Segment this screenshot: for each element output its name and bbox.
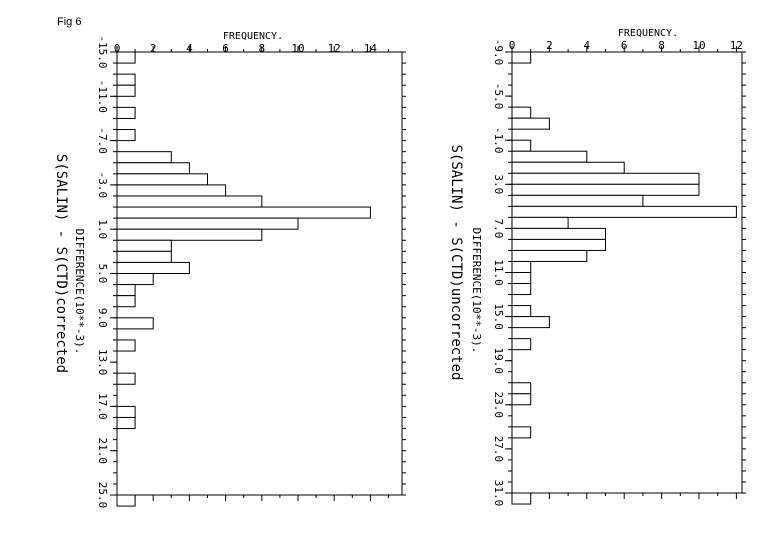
y-tick-label: -3.0 xyxy=(96,172,109,199)
y-tick-label: -1.0 xyxy=(492,127,505,154)
histogram-bar xyxy=(511,227,606,240)
x-tick-label: 14 xyxy=(364,42,378,55)
uncorrected-histogram-panel: 0 2 4 6 8 10 12 FREQUENCY. -9.0 -5.0 -1.0 3.0 7.0 11.… xyxy=(448,28,746,506)
x-axis-title: FREQUENCY. xyxy=(618,28,678,39)
chart-title: S(SALIN) - S(CTD)corrected xyxy=(53,154,69,373)
y-tick-label: -11.0 xyxy=(96,80,109,113)
y-tick-label: 21.0 xyxy=(96,437,109,464)
x-tick-label: 2 xyxy=(150,42,157,55)
y-tick-label: 17.0 xyxy=(96,393,109,420)
histogram-bar xyxy=(116,317,154,330)
histogram-bar xyxy=(511,51,532,64)
histogram-bar xyxy=(116,261,190,274)
y-tick-label: 9.0 xyxy=(96,308,109,328)
histogram-bar xyxy=(511,106,532,119)
corrected-histogram-panel: 0 2 4 6 8 10 12 14 FREQUENCY. -15.0 -11.0 -7.0 -3.0 1… xyxy=(53,31,406,508)
histogram-bar xyxy=(116,73,136,86)
histogram-bar xyxy=(511,150,588,163)
histogram-bar xyxy=(511,216,569,229)
x-tick-label: 0 xyxy=(509,39,516,52)
histogram-bar xyxy=(116,206,371,219)
x-tick-label: 4 xyxy=(583,39,590,52)
histogram-bar xyxy=(511,249,588,262)
histogram-bar xyxy=(116,405,136,418)
histogram-bar xyxy=(511,338,532,351)
histogram-bar xyxy=(511,260,532,274)
histogram-bar xyxy=(116,416,136,430)
histogram-bar xyxy=(511,393,532,406)
histogram-bar xyxy=(511,382,532,395)
histogram-bar xyxy=(116,494,136,507)
x-tick-label: 6 xyxy=(621,39,628,52)
y-tick-label: 7.0 xyxy=(492,218,505,238)
histogram-bar xyxy=(116,129,136,142)
y-tick-label: 27.0 xyxy=(492,436,505,463)
histogram-bar xyxy=(116,173,208,186)
y-axis-title: DIFFERENCE(10**-3). xyxy=(73,229,86,355)
histogram-bar xyxy=(511,238,606,251)
histogram-bar xyxy=(116,372,136,385)
x-tick-label: 10 xyxy=(291,42,304,55)
figure-label: Fig 6 xyxy=(57,16,82,28)
histogram-bar xyxy=(116,184,227,197)
y-tick-label: 19.0 xyxy=(492,347,505,374)
y-tick-label: 23.0 xyxy=(492,392,505,419)
x-tick-label: 6 xyxy=(222,42,229,55)
histogram-bar xyxy=(511,426,532,439)
histogram-bar xyxy=(511,272,532,285)
histogram-bar xyxy=(116,250,172,263)
histogram-bar xyxy=(511,117,550,130)
histogram-bar xyxy=(511,172,700,185)
histogram-bar xyxy=(511,161,625,174)
histogram-bar xyxy=(116,295,136,308)
histogram-bar xyxy=(116,151,172,164)
y-tick-label: 1.0 xyxy=(96,219,109,239)
y-tick-label: 25.0 xyxy=(96,482,109,509)
x-tick-label: 2 xyxy=(546,39,553,52)
histogram-bar xyxy=(116,106,136,119)
x-axis-title: FREQUENCY. xyxy=(223,31,283,42)
histogram-bar xyxy=(116,195,263,208)
x-tick-label: 12 xyxy=(328,42,341,55)
y-tick-label: -7.0 xyxy=(96,127,109,154)
histogram-bar xyxy=(511,205,737,218)
x-tick-label: 10 xyxy=(692,39,705,52)
x-tick-label: 8 xyxy=(258,42,265,55)
histogram-bar xyxy=(511,283,532,296)
y-tick-label: 11.0 xyxy=(492,259,505,286)
histogram-bar xyxy=(116,239,172,252)
x-tick-label: 0 xyxy=(114,42,121,55)
y-tick-label: 13.0 xyxy=(96,349,109,376)
histogram-bar xyxy=(116,273,154,286)
histogram-bar xyxy=(116,84,136,97)
y-tick-label: 31.0 xyxy=(492,480,505,507)
x-tick-label: 4 xyxy=(186,42,193,55)
histogram-bar xyxy=(116,217,299,230)
histogram-bar xyxy=(116,228,263,241)
x-tick-label: 8 xyxy=(658,39,665,52)
x-tick-label: 12 xyxy=(730,39,743,52)
histogram-bar xyxy=(511,492,532,505)
histogram-bar xyxy=(116,284,136,297)
histogram-bar xyxy=(511,316,550,329)
histogram-bar xyxy=(511,139,532,152)
y-tick-label: -9.0 xyxy=(492,39,505,66)
y-tick-label: 15.0 xyxy=(492,303,505,330)
histogram-bar xyxy=(511,305,532,318)
histogram-bar xyxy=(116,51,136,64)
chart-title: S(SALIN) - S(CTD)uncorrected xyxy=(448,144,464,380)
histogram-bar xyxy=(116,339,136,352)
y-tick-label: 5.0 xyxy=(96,264,109,284)
y-tick-label: -15.0 xyxy=(96,35,109,68)
y-tick-label: -5.0 xyxy=(492,83,505,110)
y-axis-title: DIFFERENCE(10**-3). xyxy=(470,228,483,354)
histogram-bar xyxy=(116,162,190,175)
histogram-bar xyxy=(511,183,700,196)
y-tick-label: 3.0 xyxy=(492,174,505,194)
histogram-bar xyxy=(511,194,644,207)
